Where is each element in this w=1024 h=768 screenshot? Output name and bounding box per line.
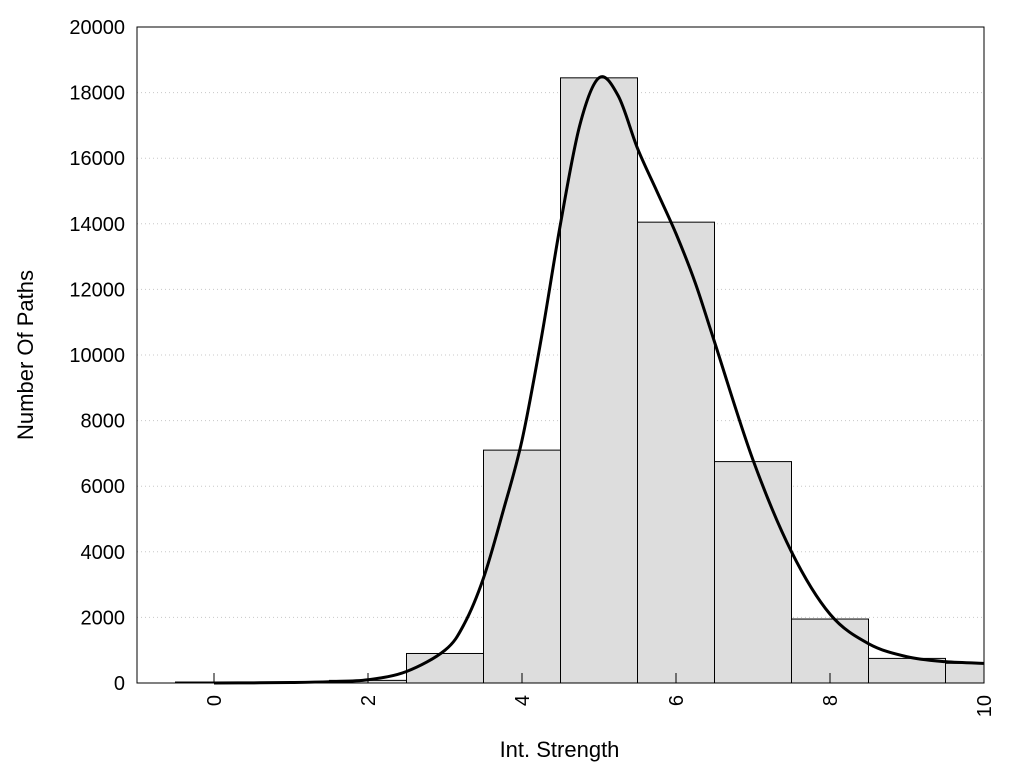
y-tick-label: 8000 xyxy=(81,411,126,433)
y-ticks: 0 2000 4000 6000 8000 10000 12000 14000 16000 180… xyxy=(69,17,125,695)
curve-layer xyxy=(213,75,985,685)
histogram-bar xyxy=(637,221,715,684)
histogram-bar xyxy=(791,618,869,684)
density-curve xyxy=(213,75,985,685)
y-tick-label: 20000 xyxy=(69,17,125,39)
x-tick-label: 2 xyxy=(358,695,380,706)
y-tick-label: 4000 xyxy=(81,542,126,564)
y-tick-label: 18000 xyxy=(69,83,125,105)
histogram-bar xyxy=(945,662,985,684)
bars xyxy=(175,77,985,684)
y-tick-label: 16000 xyxy=(69,148,125,170)
x-axis-title: Int. Strength xyxy=(500,737,620,762)
x-ticks: 0 2 4 6 8 10 xyxy=(204,673,996,717)
x-tick-label: 6 xyxy=(666,695,688,706)
y-tick-label: 10000 xyxy=(69,345,125,367)
y-axis-title: Number Of Paths xyxy=(13,270,38,440)
histogram-bar xyxy=(483,449,561,684)
y-tick-label: 6000 xyxy=(81,476,126,498)
y-tick-label: 12000 xyxy=(69,279,125,301)
histogram-bar xyxy=(714,461,792,684)
x-tick-label: 8 xyxy=(820,695,842,706)
x-tick-label: 0 xyxy=(204,695,226,706)
y-tick-label: 0 xyxy=(114,673,125,695)
histogram-bar xyxy=(406,652,484,684)
y-tick-label: 14000 xyxy=(69,214,125,236)
y-tick-label: 2000 xyxy=(81,607,126,629)
x-tick-label: 4 xyxy=(512,695,534,706)
x-tick-label: 10 xyxy=(974,695,996,717)
plot-frame xyxy=(136,26,985,684)
